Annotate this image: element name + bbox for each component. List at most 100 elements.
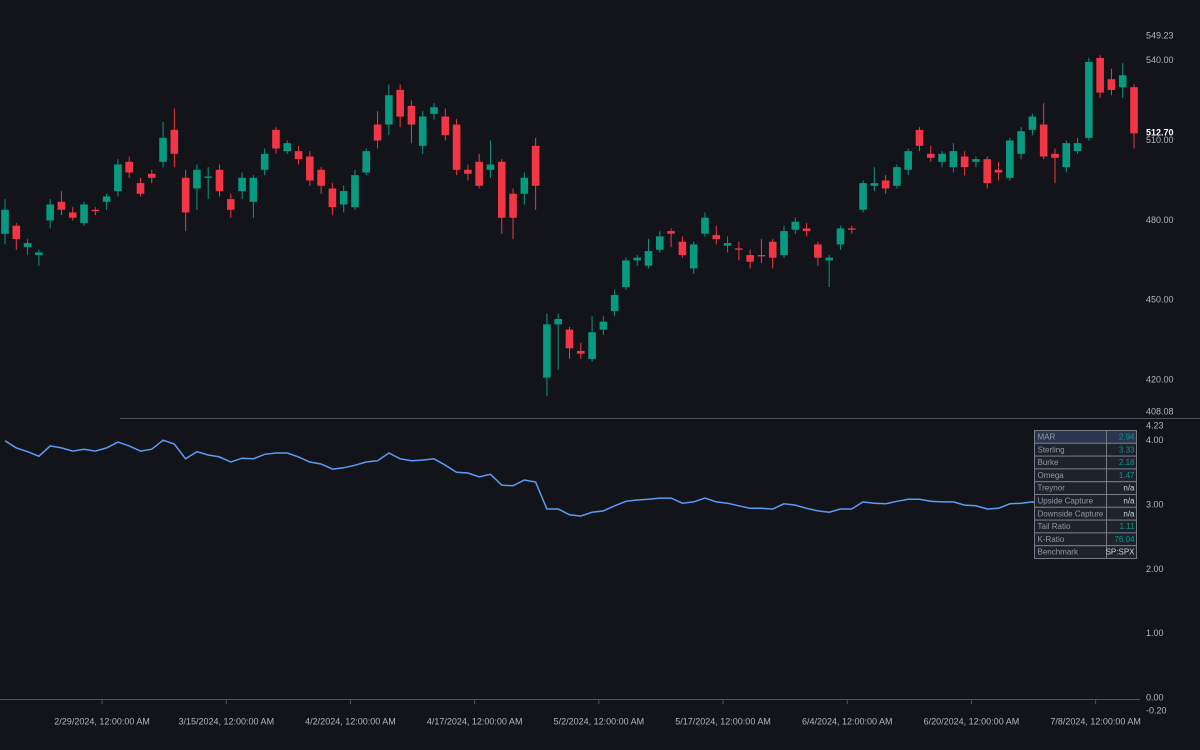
table-label: Burke <box>1038 458 1059 467</box>
candle-body <box>452 124 461 170</box>
table-value: 1.11 <box>1120 522 1136 531</box>
y-tick-label: 1.00 <box>1146 628 1164 638</box>
candle-body <box>430 107 438 114</box>
candle-body <box>678 241 687 256</box>
candle-body <box>1085 61 1093 138</box>
candle-body <box>994 169 1003 173</box>
candle-body <box>859 183 867 210</box>
candle-body <box>983 159 992 184</box>
candle-body <box>260 153 269 170</box>
candle-body <box>554 318 563 325</box>
candle-body <box>847 228 856 230</box>
metrics-table: MAR 2.94 Sterling 3.33 Burke 2.18 Omega 1.47 Tre… <box>1034 430 1137 560</box>
candle-body <box>418 116 427 146</box>
candle-body <box>441 116 450 136</box>
x-tick-label: 7/8/2024, 12:00:00 AM <box>1050 716 1141 726</box>
candle-body <box>306 156 314 181</box>
candle-body <box>1051 153 1059 158</box>
table-value: SP:SPX <box>1106 548 1136 557</box>
table-label: Omega <box>1038 471 1065 480</box>
candle-body <box>385 95 393 125</box>
y-tick-label: 540.00 <box>1146 55 1174 65</box>
candle-body <box>339 191 348 205</box>
candle-body <box>633 257 642 261</box>
y-tick-label: 4.00 <box>1146 435 1164 445</box>
candle-body <box>475 161 483 186</box>
candle-body <box>565 329 574 349</box>
candle-body <box>362 151 371 173</box>
candle-body <box>1107 79 1116 90</box>
table-value: 3.33 <box>1119 445 1135 454</box>
table-value-cell <box>1106 545 1137 560</box>
candle-body <box>949 151 958 168</box>
candle-body <box>23 243 32 248</box>
candle-body <box>215 169 224 192</box>
table-value: n/a <box>1123 509 1135 518</box>
candle-body <box>520 177 529 194</box>
candle-body <box>1017 131 1025 154</box>
candle-body <box>644 251 653 266</box>
x-tick-label: 4/2/2024, 12:00:00 AM <box>305 716 396 726</box>
candle-body <box>881 180 890 189</box>
candle-body <box>712 235 721 240</box>
x-tick-label: 5/2/2024, 12:00:00 AM <box>554 716 645 726</box>
table-label: Benchmark <box>1038 548 1079 557</box>
x-tick-label: 6/4/2024, 12:00:00 AM <box>802 716 893 726</box>
candle-body <box>656 236 664 250</box>
y-tick-label: 480.00 <box>1146 215 1174 225</box>
indicator-line <box>4 439 1135 517</box>
y-tick-label: 420.00 <box>1146 375 1174 385</box>
candle-body <box>701 217 709 234</box>
candle-body <box>407 105 416 125</box>
candle-body <box>1118 75 1127 88</box>
candle-body <box>509 193 517 218</box>
candle-body <box>768 241 777 258</box>
x-tick-label: 3/15/2024, 12:00:00 AM <box>178 716 274 726</box>
candle-body <box>825 257 833 261</box>
y-tick-label: 510.00 <box>1146 135 1174 145</box>
table-value: 2.18 <box>1119 458 1135 467</box>
candle-body <box>170 129 179 154</box>
candle-body <box>57 201 66 210</box>
candle-body <box>102 196 111 202</box>
candle-body <box>622 260 630 288</box>
y-tick-label: 3.00 <box>1146 500 1164 510</box>
table-value: 76.04 <box>1114 535 1135 544</box>
x-tick-label: 6/20/2024, 12:00:00 AM <box>924 716 1020 726</box>
x-tick-label: 4/17/2024, 12:00:00 AM <box>427 716 523 726</box>
table-value: n/a <box>1123 497 1135 506</box>
candle-body <box>486 164 495 170</box>
table-label: Upside Capture <box>1038 497 1094 506</box>
table-label: K-Ratio <box>1038 535 1065 544</box>
candle-body <box>193 169 201 189</box>
candle-body <box>972 159 980 162</box>
candle-body <box>757 255 766 257</box>
candle-body <box>373 124 382 141</box>
candle-body <box>147 173 156 178</box>
table-label: Downside Capture <box>1038 509 1104 518</box>
table-value: n/a <box>1123 484 1135 493</box>
candle-body <box>396 89 404 117</box>
candle-body <box>735 248 743 250</box>
candle-body <box>464 169 472 174</box>
candle-body <box>328 188 337 208</box>
y-tick-label: -0.20 <box>1146 705 1167 715</box>
candle-body <box>667 231 675 234</box>
candle-body <box>497 161 506 218</box>
candle-body <box>283 143 292 152</box>
candle-body <box>870 183 879 186</box>
candle-body <box>893 167 901 186</box>
candle-body <box>68 212 77 218</box>
candle-body <box>814 244 822 258</box>
candle-body <box>46 204 54 221</box>
candle-body <box>588 332 596 359</box>
candle-body <box>317 169 325 186</box>
candle-body <box>836 228 845 245</box>
candle-body <box>1 209 9 234</box>
candle-body <box>204 176 213 178</box>
candle-body <box>80 204 88 224</box>
candle-body <box>114 164 122 192</box>
candle-body <box>159 137 167 162</box>
candle-body <box>181 177 190 213</box>
